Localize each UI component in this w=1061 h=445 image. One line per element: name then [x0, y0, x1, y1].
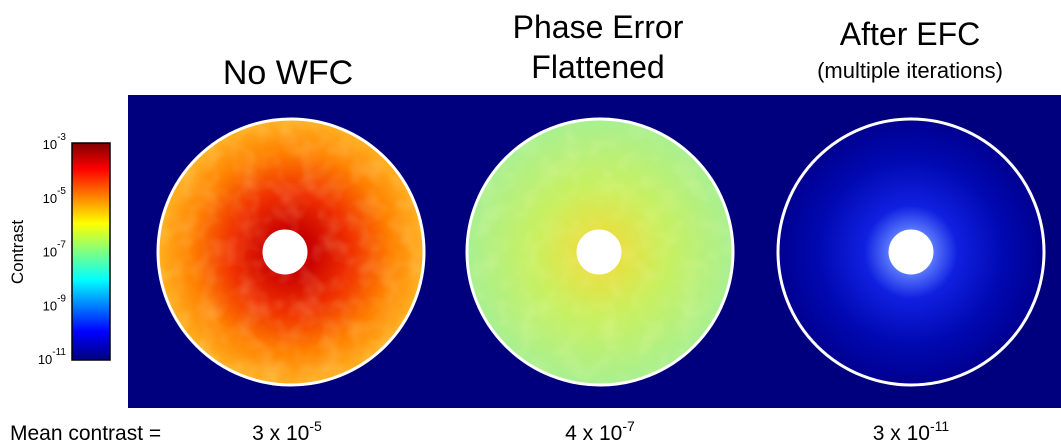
mean-contrast-value-exp: -11 — [930, 418, 949, 434]
colorbar-tick-label: 10-9 — [43, 293, 67, 313]
outer-ring — [156, 117, 426, 387]
mean-contrast-value: 4 x 10-7 — [565, 418, 635, 445]
mean-contrast-value: 3 x 10-11 — [873, 418, 950, 445]
outer-ring — [776, 117, 1046, 387]
mean-contrast-value: 3 x 10-5 — [252, 418, 322, 445]
colorbar-tick-label-base: 10 — [43, 137, 57, 152]
mean-contrast-value-exp: -7 — [622, 418, 635, 434]
colorbar-tick-label-base: 10 — [43, 245, 57, 260]
panel-title: Phase Error — [513, 9, 684, 45]
panel-subtitle: (multiple iterations) — [817, 58, 1003, 83]
outer-rings — [156, 117, 1046, 387]
colorbar-tick-label: 10-7 — [43, 240, 67, 260]
mean-contrast-value-base: 3 x 10 — [252, 422, 309, 445]
colorbar-tick-label-base: 10 — [43, 298, 57, 313]
mean-contrast-value-base: 3 x 10 — [873, 422, 930, 445]
inner-mask — [576, 229, 622, 275]
colorbar-tick-label-exp: -3 — [57, 132, 66, 143]
colorbar-tick-label-exp: -11 — [52, 347, 66, 358]
panel-title: No WFC — [223, 54, 353, 92]
mean-contrast-value-exp: -5 — [309, 418, 322, 434]
outer-ring — [465, 117, 735, 387]
colorbar-tick-label: 10-5 — [43, 186, 67, 206]
colorbar-tick-label: 10-11 — [38, 347, 67, 367]
inner-mask — [888, 229, 934, 275]
colorbar-tick-label-exp: -7 — [57, 240, 66, 251]
colorbar-tick-label-base: 10 — [38, 352, 52, 367]
colorbar-tick-label-base: 10 — [43, 191, 57, 206]
colorbar-ticks: 10-310-510-710-910-11 — [38, 132, 67, 367]
masks — [262, 229, 934, 275]
colorbar — [71, 142, 111, 361]
mean-contrast-values: 3 x 10-5 4 x 10-7 3 x 10-11 — [252, 418, 949, 445]
colorbar-tick-label: 10-3 — [43, 132, 67, 152]
colorbar-tick-label-exp: -9 — [57, 293, 66, 304]
colorbar-tick-label-exp: -5 — [57, 186, 66, 197]
mean-contrast-value-base: 4 x 10 — [565, 422, 622, 445]
panel-title: After EFC — [840, 16, 980, 52]
inner-mask — [262, 229, 308, 275]
colorbar-label: Contrast — [8, 220, 27, 285]
panel-title: Flattened — [531, 49, 664, 85]
mean-contrast-label: Mean contrast = — [10, 422, 161, 445]
